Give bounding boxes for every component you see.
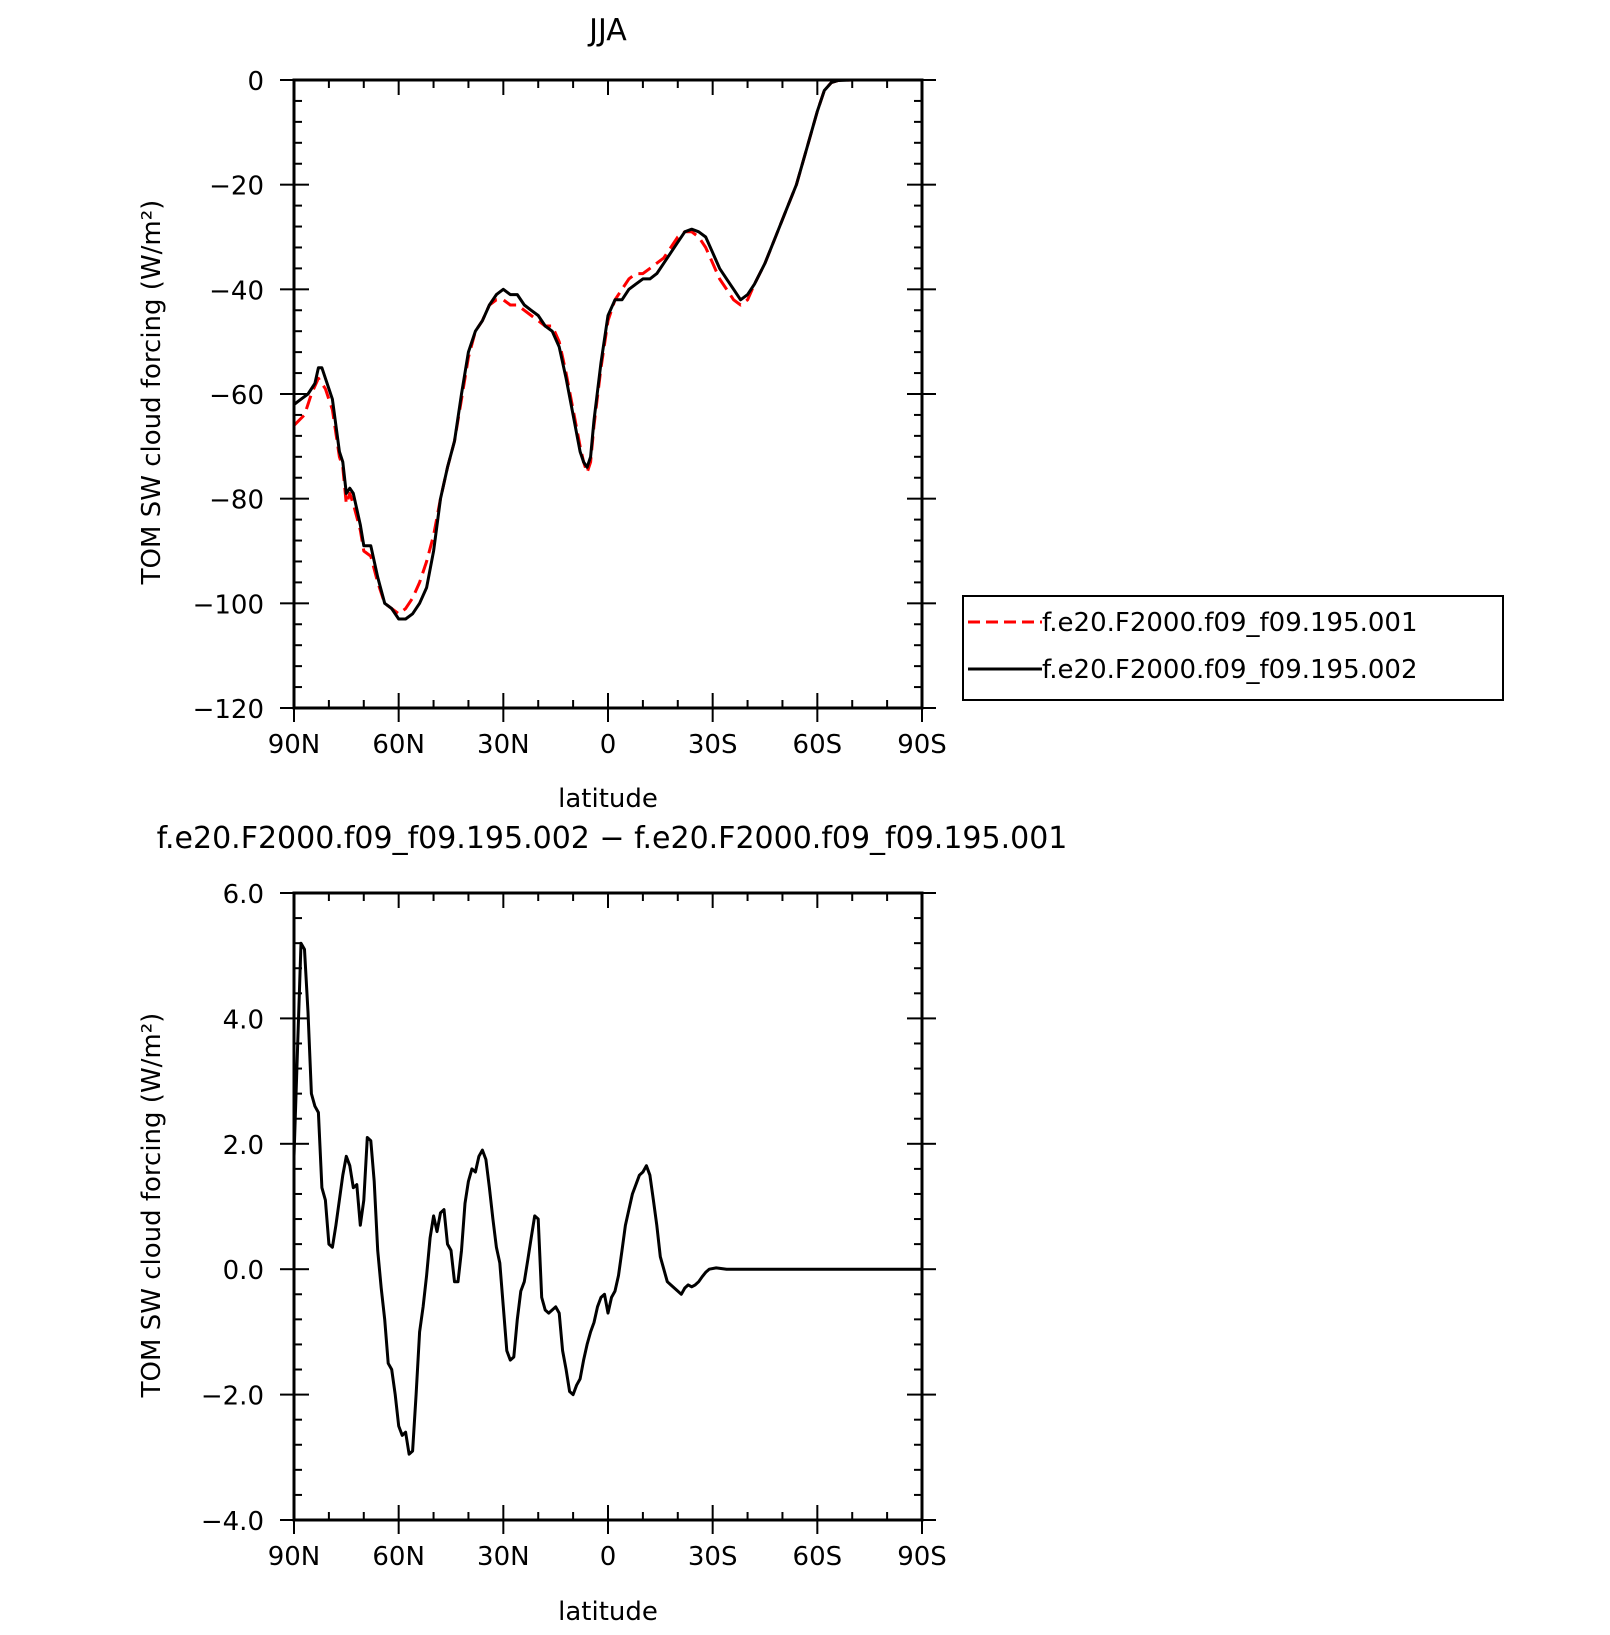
bottom-plot-frame	[292, 891, 924, 1522]
legend-label-series-2: f.e20.F2000.f09_f09.195.002	[1042, 655, 1418, 685]
bottom-plot-area: 90N 60N 30N 0 30S 60S 90S 6.0 4.0 2.0 0.0 −2.0 −4.0	[201, 880, 947, 1572]
bottom-y-tick-label: 2.0	[223, 1131, 264, 1161]
top-chart: JJA 90N 60N 30N 0 30S 60S 90S 0 −20 −40 −60 −80 −100…	[137, 13, 1504, 814]
bottom-x-tick-label: 30N	[477, 1542, 530, 1572]
top-plot-frame	[292, 78, 924, 710]
bottom-x-tick-label: 90N	[268, 1542, 321, 1572]
top-y-tick-label: 0	[247, 67, 264, 97]
bottom-chart-title: f.e20.F2000.f09_f09.195.002 − f.e20.F200…	[157, 821, 1068, 856]
top-y-tick-label: −20	[209, 172, 264, 202]
top-plot-area: 90N 60N 30N 0 30S 60S 90S 0 −20 −40 −60 −80 −100 −120	[193, 67, 947, 760]
bottom-y-axis-title: TOM SW cloud forcing (W/m²)	[137, 1013, 167, 1399]
top-y-tick-label: −100	[193, 590, 264, 620]
top-x-tick-label: 30N	[477, 730, 530, 760]
bottom-x-tick-label: 0	[600, 1542, 617, 1572]
bottom-y-tick-label: −2.0	[201, 1382, 264, 1412]
top-series-line-2	[293, 78, 922, 621]
top-y-tick-label: −80	[209, 486, 264, 516]
bottom-y-tick-label: −4.0	[201, 1507, 264, 1537]
top-x-tick-label: 90S	[897, 730, 947, 760]
top-series-line-1	[292, 78, 922, 616]
top-y-tick-label: −120	[193, 695, 264, 725]
top-x-axis-title: latitude	[558, 784, 658, 814]
top-x-tick-label: 60S	[793, 730, 843, 760]
top-x-tick-label: 30S	[688, 730, 738, 760]
top-y-tick-label: −60	[209, 381, 264, 411]
bottom-x-tick-label: 60S	[793, 1542, 843, 1572]
top-x-tick-label: 90N	[268, 730, 321, 760]
legend-label-series-1: f.e20.F2000.f09_f09.195.001	[1042, 608, 1418, 638]
top-x-tick-label: 60N	[372, 730, 425, 760]
bottom-x-tick-label: 60N	[372, 1542, 425, 1572]
top-y-tick-label: −40	[209, 276, 264, 306]
top-x-tick-label: 0	[600, 730, 617, 760]
top-chart-title: JJA	[587, 13, 627, 48]
top-y-axis-title: TOM SW cloud forcing (W/m²)	[137, 200, 167, 586]
bottom-chart: f.e20.F2000.f09_f09.195.002 − f.e20.F200…	[137, 821, 1067, 1627]
bottom-x-tick-label: 90S	[897, 1542, 947, 1572]
bottom-x-tick-label: 30S	[688, 1542, 738, 1572]
bottom-series-line-1	[292, 941, 922, 1456]
bottom-x-axis-title: latitude	[558, 1597, 658, 1627]
bottom-y-tick-label: 6.0	[223, 880, 264, 910]
bottom-y-tick-label: 4.0	[223, 1005, 264, 1035]
bottom-y-tick-label: 0.0	[223, 1256, 264, 1286]
legend-box	[962, 595, 1504, 701]
legend: f.e20.F2000.f09_f09.195.001 f.e20.F2000.…	[962, 595, 1504, 701]
